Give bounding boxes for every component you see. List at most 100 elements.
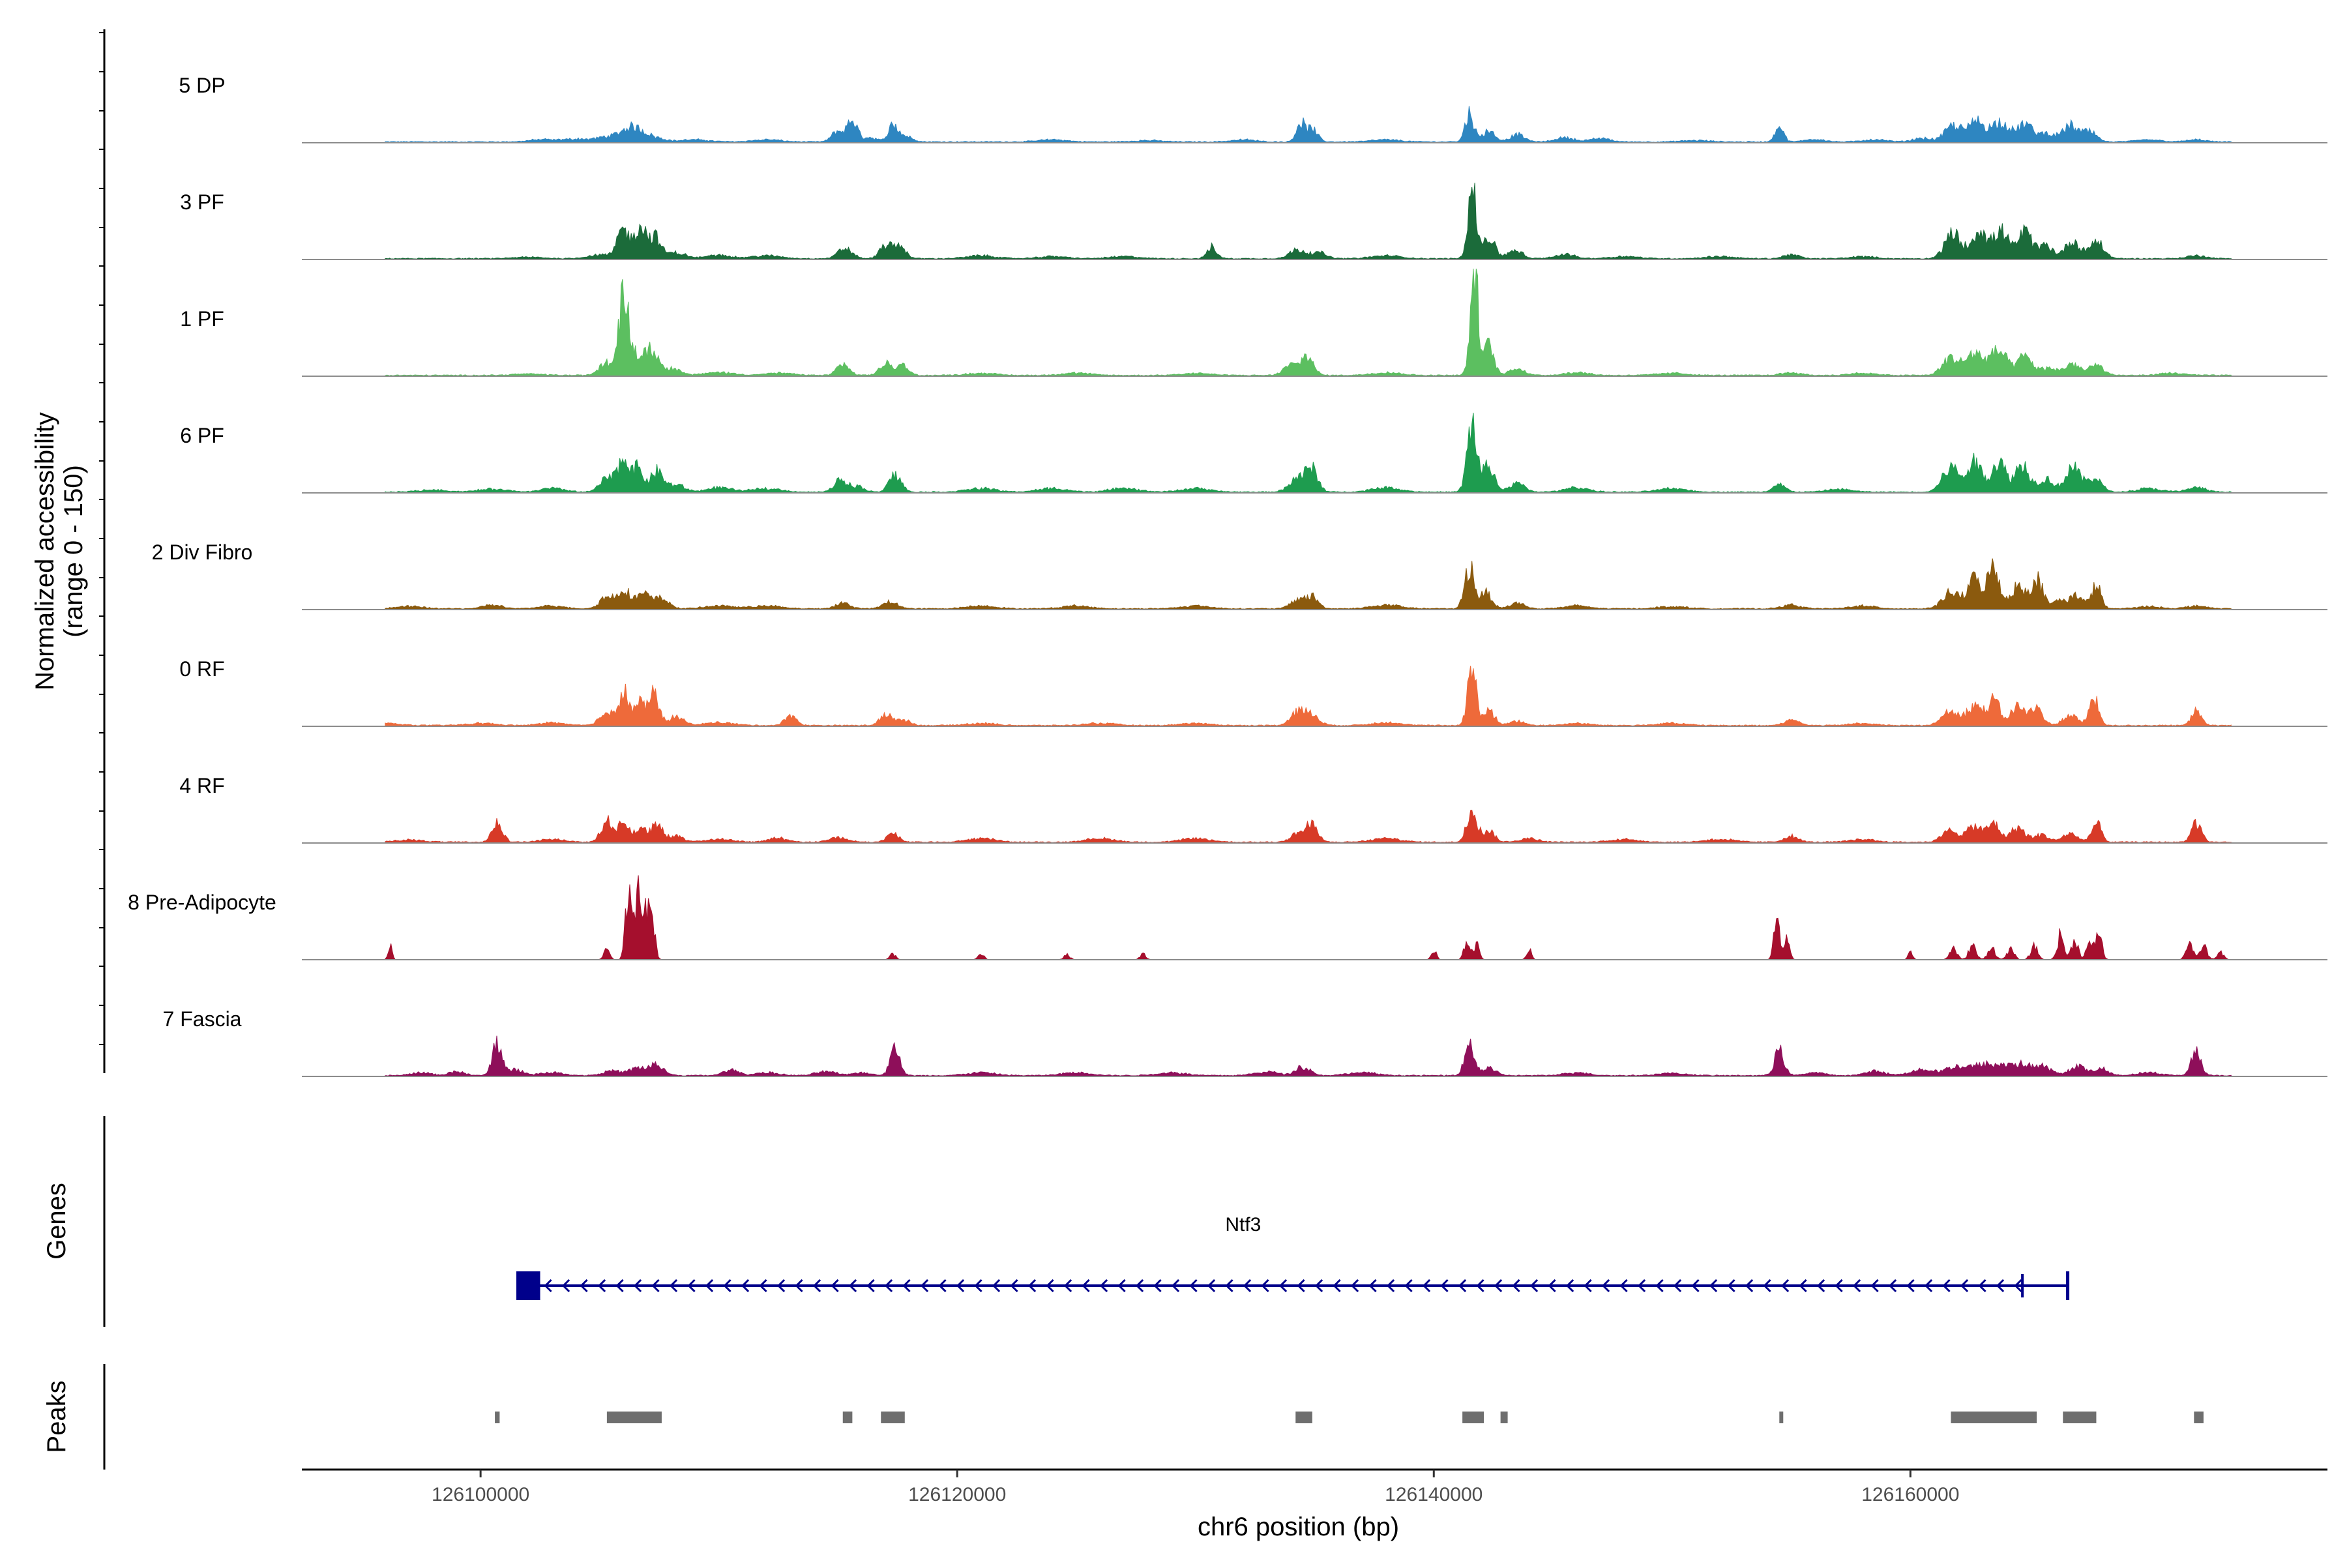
strand-arrow <box>669 1279 678 1293</box>
peak-region <box>881 1412 905 1423</box>
strand-arrow <box>1063 1279 1072 1293</box>
coverage-track: 3 PF <box>180 183 2327 260</box>
strand-arrow <box>597 1279 606 1293</box>
strand-arrow <box>1261 1279 1269 1293</box>
track-label: 7 Fascia <box>163 1007 242 1031</box>
track-label: 4 RF <box>179 774 224 797</box>
strand-arrow <box>741 1279 750 1293</box>
peak-region <box>1951 1412 2037 1423</box>
strand-arrow <box>956 1279 965 1293</box>
strand-arrow <box>1010 1279 1018 1293</box>
strand-arrow <box>1099 1279 1108 1293</box>
strand-arrow <box>651 1279 660 1293</box>
strand-arrow <box>992 1279 1001 1293</box>
x-tick-label: 126100000 <box>432 1484 529 1505</box>
strand-arrow <box>1243 1279 1252 1293</box>
coverage-area <box>385 875 2232 960</box>
strand-arrow <box>544 1279 552 1293</box>
strand-arrow <box>705 1279 714 1293</box>
coverage-track: 0 RF <box>179 657 2327 727</box>
strand-arrow <box>1422 1279 1431 1293</box>
y-axis-range-label: (range 0 - 150) <box>59 465 88 638</box>
x-axis-title: chr6 position (bp) <box>1198 1513 1399 1541</box>
gene-name-label: Ntf3 <box>1225 1214 1261 1235</box>
strand-arrow <box>1870 1279 1879 1293</box>
strand-arrow <box>615 1279 624 1293</box>
coverage-area <box>385 558 2232 610</box>
strand-arrow <box>1386 1279 1395 1293</box>
strand-arrow <box>1333 1279 1341 1293</box>
strand-arrow <box>1565 1279 1574 1293</box>
strand-arrow <box>1584 1279 1592 1293</box>
strand-arrow <box>1046 1279 1054 1293</box>
coverage-area <box>385 413 2232 494</box>
strand-arrow <box>831 1279 839 1293</box>
x-tick-label: 126120000 <box>908 1484 1006 1505</box>
strand-arrow <box>795 1279 803 1293</box>
strand-arrow <box>1297 1279 1305 1293</box>
coverage-area <box>385 1035 2232 1077</box>
strand-arrow <box>1529 1279 1539 1293</box>
coverage-area <box>385 666 2232 727</box>
strand-arrow <box>1816 1279 1825 1293</box>
strand-arrow <box>1799 1279 1807 1293</box>
coverage-track: 4 RF <box>179 774 2327 844</box>
strand-arrow <box>1278 1279 1288 1293</box>
strand-arrow <box>1225 1279 1233 1293</box>
coverage-track: 5 DP <box>179 74 2327 143</box>
strand-arrow <box>561 1279 570 1293</box>
peak-region <box>495 1412 500 1423</box>
strand-arrow <box>776 1279 786 1293</box>
coverage-track: 1 PF <box>180 269 2327 377</box>
genes-panel-label: Genes <box>42 1183 71 1260</box>
strand-arrow <box>1117 1279 1126 1293</box>
coverage-area <box>385 269 2232 377</box>
peak-region <box>606 1412 662 1423</box>
strand-arrow <box>1960 1279 1969 1293</box>
strand-arrow <box>1637 1279 1646 1293</box>
coverage-area <box>385 106 2232 143</box>
strand-arrow <box>1458 1279 1467 1293</box>
strand-arrow <box>1368 1279 1377 1293</box>
coverage-track: 2 Div Fibro <box>152 540 2327 610</box>
strand-arrow <box>1082 1279 1090 1293</box>
peak-region <box>1779 1412 1784 1423</box>
strand-arrow <box>902 1279 911 1293</box>
strand-arrow <box>1835 1279 1843 1293</box>
y-axis-title: Normalized accessibility <box>31 412 59 690</box>
track-label: 3 PF <box>180 190 224 214</box>
track-label: 0 RF <box>179 657 224 681</box>
strand-arrow <box>1153 1279 1162 1293</box>
strand-arrow <box>1709 1279 1718 1293</box>
strand-arrow <box>1027 1279 1037 1293</box>
strand-arrow <box>1727 1279 1735 1293</box>
x-tick-label: 126140000 <box>1385 1484 1483 1505</box>
peak-region <box>1295 1412 1312 1423</box>
strand-arrow <box>1512 1279 1520 1293</box>
coverage-area <box>385 810 2232 844</box>
strand-arrow <box>1171 1279 1180 1293</box>
strand-arrow <box>1350 1279 1359 1293</box>
peak-region <box>2063 1412 2097 1423</box>
gene-exon <box>516 1271 540 1300</box>
strand-arrow <box>1404 1279 1413 1293</box>
strand-arrow <box>1924 1279 1933 1293</box>
strand-arrow <box>687 1279 696 1293</box>
strand-arrow <box>920 1279 929 1293</box>
strand-arrow <box>1852 1279 1861 1293</box>
coverage-track: 6 PF <box>180 413 2327 494</box>
peak-region <box>1462 1412 1484 1423</box>
peaks-panel-label: Peaks <box>42 1380 71 1453</box>
strand-arrow <box>884 1279 893 1293</box>
peak-region <box>2194 1412 2204 1423</box>
strand-arrow <box>2014 1279 2022 1293</box>
track-label: 5 DP <box>179 74 225 97</box>
track-label: 1 PF <box>180 307 224 331</box>
strand-arrow <box>938 1279 947 1293</box>
coverage-area <box>385 183 2232 260</box>
strand-arrow <box>1207 1279 1216 1293</box>
x-tick-label: 126160000 <box>1861 1484 1959 1505</box>
coverage-track: 8 Pre-Adipocyte <box>128 875 2327 960</box>
strand-arrow <box>866 1279 875 1293</box>
strand-arrow <box>1189 1279 1198 1293</box>
